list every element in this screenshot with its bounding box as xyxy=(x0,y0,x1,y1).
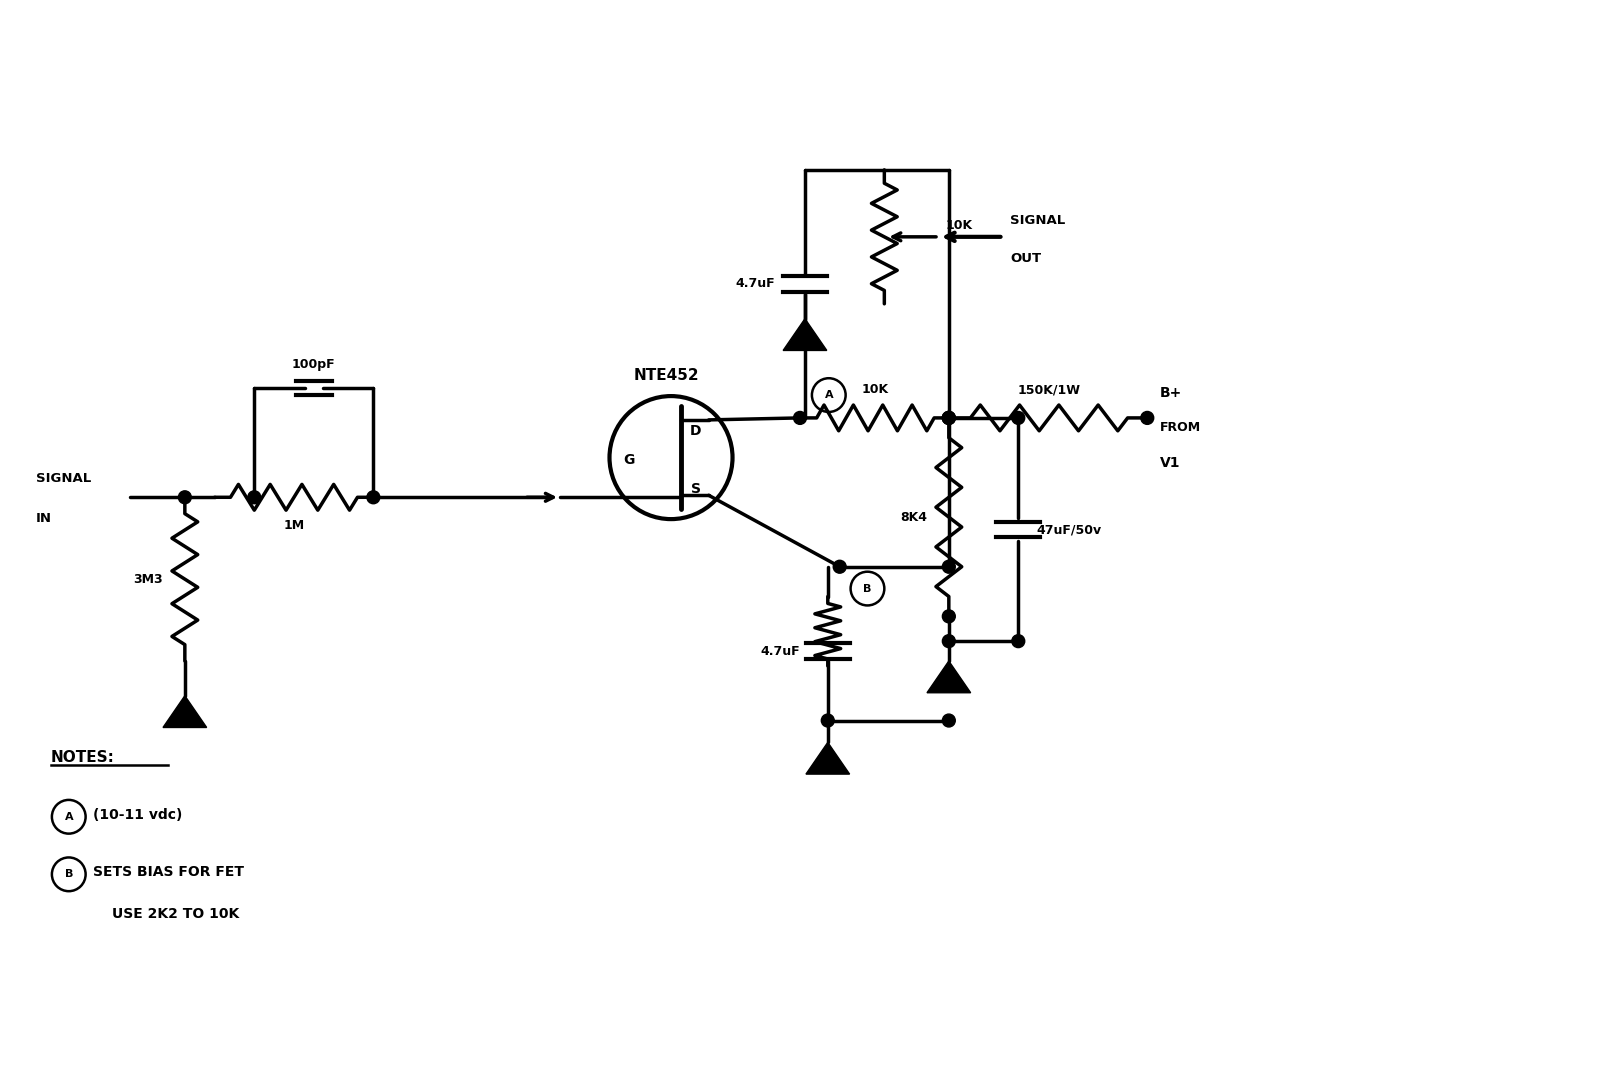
Text: B: B xyxy=(64,870,74,879)
Text: NTE452: NTE452 xyxy=(634,368,699,383)
Polygon shape xyxy=(926,660,971,692)
Text: OUT: OUT xyxy=(1010,252,1042,265)
Text: 47uF/50v: 47uF/50v xyxy=(1037,523,1101,536)
Text: D: D xyxy=(690,424,701,437)
Polygon shape xyxy=(806,743,850,774)
Text: A: A xyxy=(64,812,74,822)
Text: B: B xyxy=(864,584,872,593)
Text: FROM: FROM xyxy=(1160,420,1202,434)
Circle shape xyxy=(178,491,192,504)
Text: USE 2K2 TO 10K: USE 2K2 TO 10K xyxy=(112,907,240,921)
Text: SETS BIAS FOR FET: SETS BIAS FOR FET xyxy=(93,865,243,879)
Text: 4.7uF: 4.7uF xyxy=(760,644,800,657)
Circle shape xyxy=(1011,412,1024,425)
Circle shape xyxy=(942,714,955,727)
Circle shape xyxy=(834,560,846,573)
Text: IN: IN xyxy=(37,512,53,525)
Circle shape xyxy=(1141,412,1154,425)
Circle shape xyxy=(942,635,955,648)
Circle shape xyxy=(942,560,955,573)
Circle shape xyxy=(248,491,261,504)
Text: B+: B+ xyxy=(1160,386,1182,400)
Text: 150K/1W: 150K/1W xyxy=(1018,383,1080,396)
Circle shape xyxy=(366,491,379,504)
Circle shape xyxy=(942,610,955,623)
Text: (10-11 vdc): (10-11 vdc) xyxy=(93,808,182,822)
Text: SIGNAL: SIGNAL xyxy=(37,473,91,485)
Circle shape xyxy=(942,412,955,425)
Circle shape xyxy=(942,412,955,425)
Circle shape xyxy=(1011,635,1024,648)
Circle shape xyxy=(942,412,955,425)
Text: V1: V1 xyxy=(1160,456,1181,469)
Text: SIGNAL: SIGNAL xyxy=(1010,213,1066,227)
Text: 10K: 10K xyxy=(862,383,890,396)
Text: 8K4: 8K4 xyxy=(901,511,926,524)
Circle shape xyxy=(794,412,806,425)
Text: S: S xyxy=(691,482,701,496)
Text: 100pF: 100pF xyxy=(293,359,336,371)
Text: 10K: 10K xyxy=(946,219,973,232)
Text: 3M3: 3M3 xyxy=(133,573,163,586)
Text: A: A xyxy=(824,391,834,400)
Text: NOTES:: NOTES: xyxy=(51,750,115,765)
Text: G: G xyxy=(624,452,635,466)
Circle shape xyxy=(821,714,834,727)
Polygon shape xyxy=(782,319,827,350)
Polygon shape xyxy=(163,696,206,728)
Text: 1M: 1M xyxy=(283,520,304,532)
Text: 4.7uF: 4.7uF xyxy=(736,277,774,290)
